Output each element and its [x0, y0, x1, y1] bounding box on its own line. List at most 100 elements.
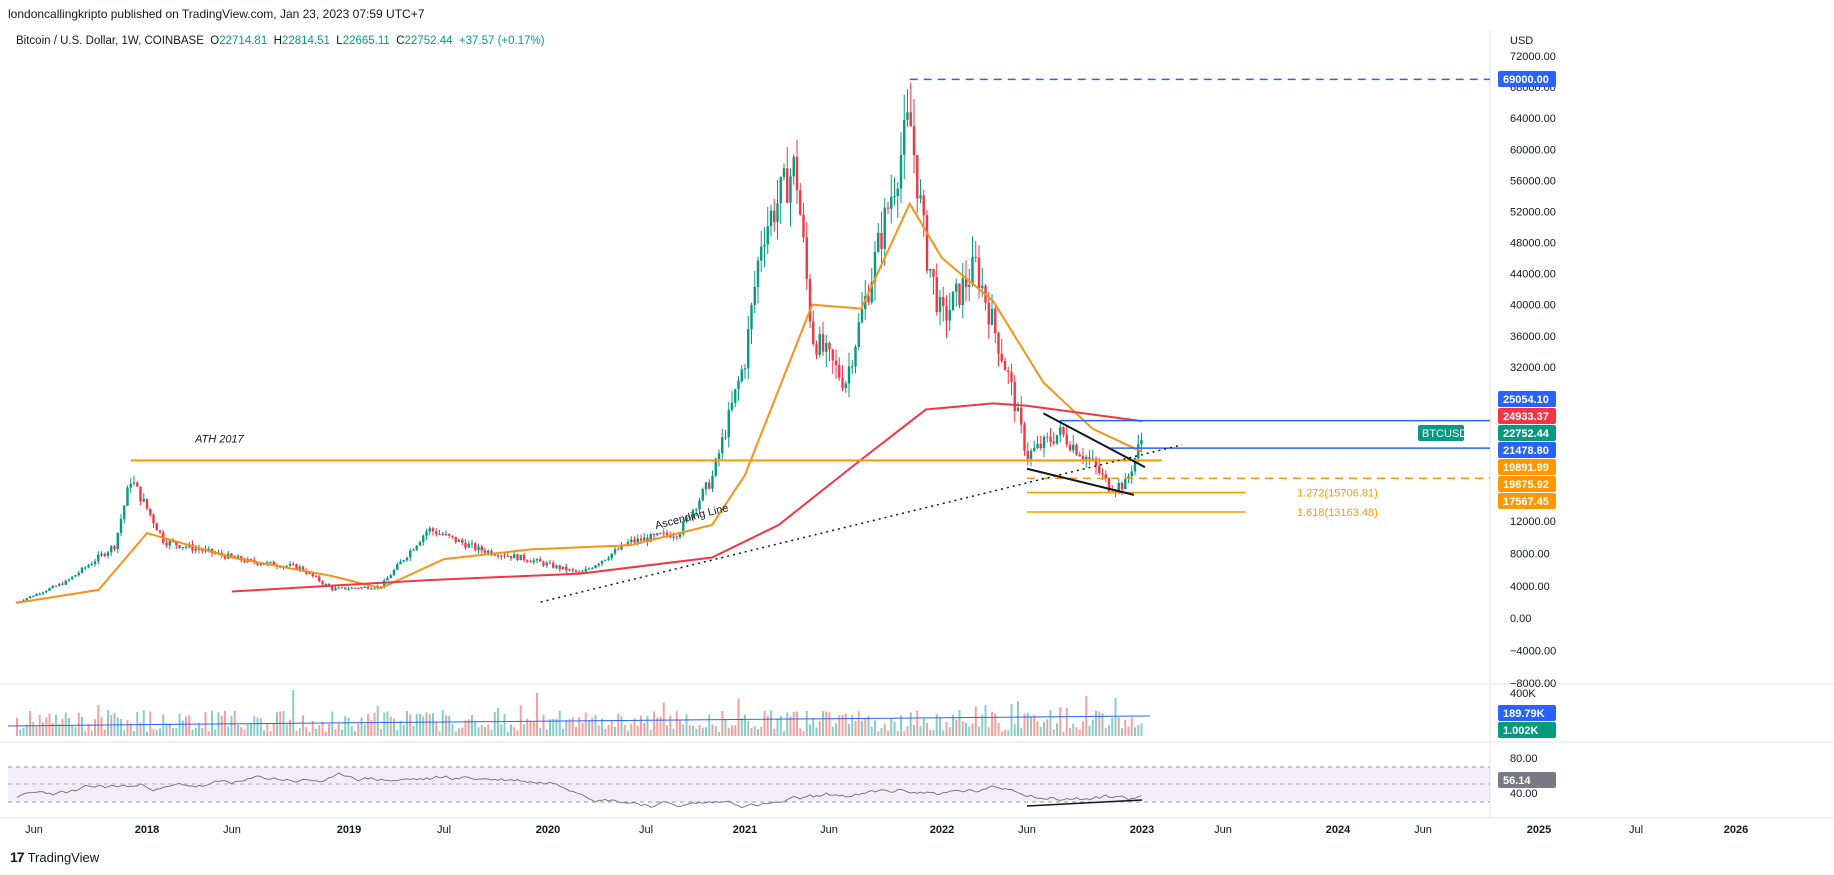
time-tick-label: Jun: [1214, 824, 1232, 836]
candle-up: [864, 296, 867, 310]
candle-down: [886, 207, 890, 209]
volume-bar: [744, 714, 746, 736]
volume-bar: [207, 731, 210, 736]
volume-bar: [1101, 712, 1104, 736]
candle-down: [659, 533, 662, 535]
candle-up: [701, 489, 704, 501]
volume-bar: [994, 713, 997, 736]
price-label-text: 25054.10: [1503, 394, 1549, 406]
candle-down: [945, 306, 948, 321]
volume-bar: [315, 729, 317, 736]
candle-up: [129, 483, 132, 488]
candle-up: [38, 593, 41, 595]
candle-up: [487, 550, 490, 553]
volume-bar: [955, 719, 958, 736]
time-tick-label: Jun: [25, 824, 43, 836]
candle-down: [201, 549, 204, 551]
volume-bar: [318, 724, 321, 736]
candle-up: [288, 564, 292, 566]
candle-down: [223, 555, 227, 559]
price-label-box: [1498, 493, 1556, 509]
volume-bar: [659, 717, 662, 736]
volume-bar: [243, 729, 246, 736]
candle-up: [457, 539, 461, 542]
candle-down: [509, 555, 513, 559]
volume-bar: [84, 731, 87, 736]
volume-bar: [214, 729, 217, 736]
symbol-title[interactable]: Bitcoin / U.S. Dollar, 1W, COINBASE: [16, 35, 204, 47]
candle-down: [249, 558, 253, 560]
volume-bar: [1127, 726, 1130, 736]
ma-red-line: [231, 402, 1143, 593]
annotation-fib-1618: 1.618(13163.48): [1297, 507, 1378, 519]
candle-down: [331, 586, 334, 591]
volume-bar: [185, 716, 187, 736]
candle-down: [786, 168, 789, 203]
time-tick-label: 2024: [1326, 824, 1351, 836]
volume-bar: [575, 727, 577, 736]
volume-bar: [802, 731, 805, 736]
volume-bar: [1117, 717, 1120, 736]
volume-bar: [29, 711, 31, 736]
candle-up: [1055, 434, 1059, 444]
volume-bar: [227, 726, 230, 736]
volume-bar: [822, 711, 824, 736]
volume-bar: [666, 725, 668, 736]
candle-down: [805, 237, 808, 279]
volume-bar: [1088, 725, 1091, 736]
symbol-tag-box: [1418, 425, 1464, 441]
candle-up: [753, 286, 756, 306]
candle-down: [987, 302, 990, 325]
volume-bar: [571, 717, 574, 736]
candle-up: [630, 539, 633, 543]
candle-up: [181, 547, 184, 549]
candle-down: [272, 561, 275, 566]
volume-bar: [237, 725, 239, 736]
candle-up: [883, 207, 886, 249]
candle-down: [665, 532, 669, 535]
candle-down: [542, 561, 545, 566]
volume-bar: [357, 723, 360, 736]
volume-bar: [851, 714, 854, 736]
candle-up: [561, 566, 565, 570]
candle-up: [776, 203, 779, 223]
volume-bar: [175, 727, 178, 736]
volume-bar: [578, 717, 581, 736]
candle-up: [1072, 444, 1075, 451]
candle-up: [415, 545, 418, 550]
volume-bar: [552, 718, 555, 736]
volume-bar: [493, 712, 496, 736]
volume-label-text: 1.002K: [1503, 725, 1539, 737]
volume-bar: [926, 723, 928, 736]
volume-bar: [110, 715, 113, 736]
volume-bar: [841, 714, 844, 736]
volume-bar: [451, 724, 454, 736]
volume-bar: [974, 706, 977, 736]
volume-bar: [16, 717, 18, 736]
candle-down: [353, 587, 357, 589]
candle-down: [558, 565, 561, 570]
candle-up: [1124, 478, 1127, 490]
volume-label-box: [1498, 705, 1556, 721]
volume-bar: [298, 728, 301, 736]
volume-bar: [45, 717, 48, 736]
rsi-label-box: [1498, 772, 1556, 788]
price-tick-label: 44000.00: [1510, 269, 1556, 281]
low-label: L: [336, 35, 343, 47]
candle-down: [578, 572, 581, 574]
volume-bar: [477, 727, 480, 736]
volume-bar: [285, 724, 288, 736]
candle-up: [409, 550, 412, 558]
volume-bar: [1043, 721, 1045, 736]
candle-up: [548, 562, 552, 564]
candle-up: [769, 210, 773, 227]
price-axis: USD72000.0068000.0064000.0060000.0056000…: [1418, 35, 1556, 800]
price-label-box: [1498, 442, 1556, 458]
volume-bar: [1095, 710, 1097, 736]
volume-bar: [783, 731, 785, 736]
candle-up: [80, 567, 84, 573]
candle-down: [925, 215, 929, 271]
price-tick-label: 36000.00: [1510, 331, 1556, 343]
volume-bar: [1062, 731, 1065, 736]
